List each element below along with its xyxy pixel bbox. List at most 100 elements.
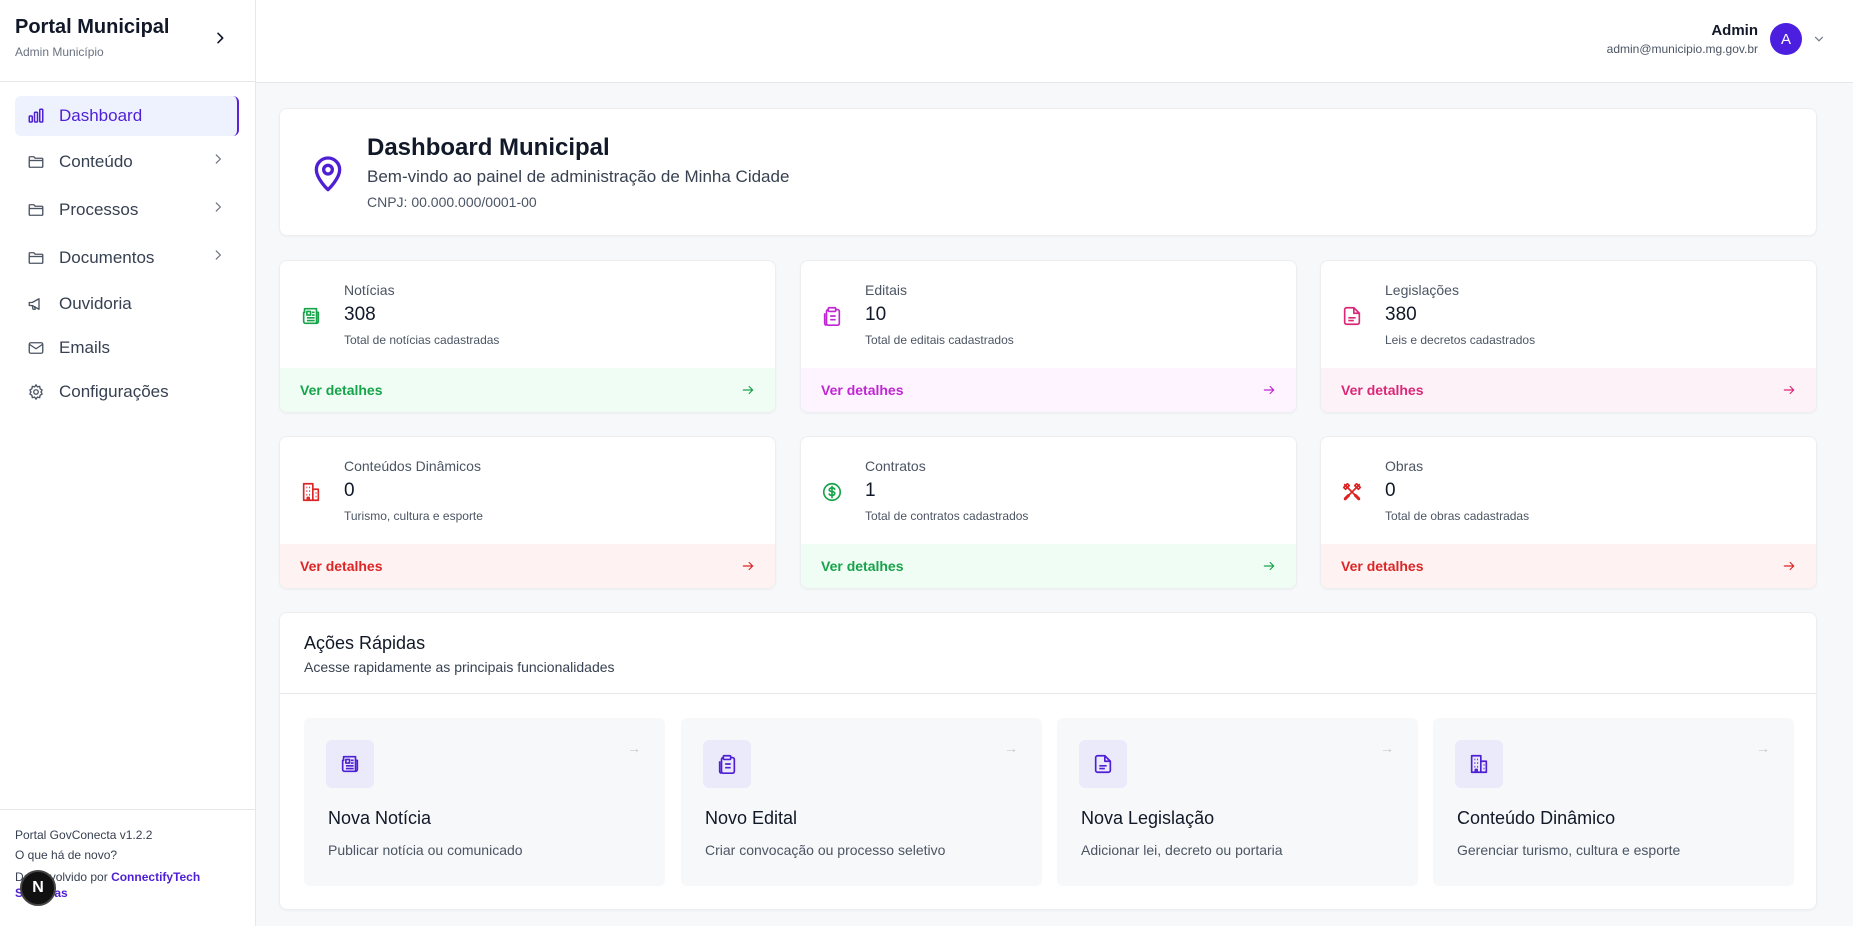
chevron-right-icon <box>215 202 222 212</box>
quick-action-description: Criar convocação ou processo seletivo <box>705 842 946 858</box>
stat-description: Total de editais cadastrados <box>865 333 1014 347</box>
quick-action-description: Adicionar lei, decreto ou portaria <box>1081 842 1283 858</box>
stat-description: Total de obras cadastradas <box>1385 509 1530 523</box>
arrow-right-icon <box>742 561 754 571</box>
user-info: Admin admin@municipio.mg.gov.br <box>1607 22 1758 56</box>
building-icon <box>302 482 320 502</box>
sidebar-item-label: Ouvidoria <box>59 294 132 313</box>
sidebar-footer-divider <box>0 809 256 810</box>
details-link[interactable]: Ver detalhes <box>801 368 1296 412</box>
stat-card-editais: Editais 10 Total de editais cadastrados … <box>800 260 1297 413</box>
quick-actions-card: Ações Rápidas Acesse rapidamente as prin… <box>279 612 1817 910</box>
sidebar-item-emails[interactable]: Emails <box>15 328 239 368</box>
stat-description: Leis e decretos cadastrados <box>1385 333 1536 347</box>
mail-icon <box>27 339 45 357</box>
details-link-label: Ver detalhes <box>1341 558 1424 574</box>
quick-action-nova-noticia[interactable]: → Nova Notícia Publicar notícia ou comun… <box>304 718 665 886</box>
sidebar-item-dashboard[interactable]: Dashboard <box>15 96 239 136</box>
sidebar: Portal Municipal Admin Município Dashboa… <box>0 0 256 926</box>
tools-icon <box>1342 482 1362 501</box>
quick-action-nova-legislacao[interactable]: → Nova Legislação Adicionar lei, decreto… <box>1057 718 1418 886</box>
arrow-right-icon <box>1783 561 1795 571</box>
newspaper-icon <box>326 740 374 788</box>
sidebar-nav: Dashboard Conteúdo Processos Documentos <box>15 96 239 416</box>
stat-card-obras: Obras 0 Total de obras cadastradas Ver d… <box>1320 436 1817 589</box>
quick-action-title: Novo Edital <box>705 808 798 828</box>
arrow-right-icon: → <box>627 740 641 756</box>
version-text: Portal GovConecta v1.2.2 <box>15 828 153 842</box>
file-icon <box>1079 740 1127 788</box>
sidebar-toggle-button[interactable] <box>208 26 232 50</box>
stat-label: Notícias <box>344 282 395 298</box>
whats-new-link[interactable]: O que há de novo? <box>15 848 118 862</box>
stat-card-legislacoes: Legislações 380 Leis e decretos cadastra… <box>1320 260 1817 413</box>
chevron-right-icon <box>215 154 222 164</box>
arrow-right-icon: → <box>1756 740 1770 756</box>
sidebar-item-documentos[interactable]: Documentos <box>15 236 239 280</box>
user-email: admin@municipio.mg.gov.br <box>1606 42 1758 56</box>
folder-icon <box>27 249 45 267</box>
sidebar-item-conteudo[interactable]: Conteúdo <box>15 140 239 184</box>
arrow-right-icon <box>1783 385 1795 395</box>
sidebar-item-ouvidoria[interactable]: Ouvidoria <box>15 284 239 324</box>
stat-label: Editais <box>865 282 908 298</box>
details-link-label: Ver detalhes <box>1341 382 1424 398</box>
arrow-right-icon: → <box>1380 740 1394 756</box>
stat-label: Legislações <box>1385 282 1459 298</box>
chevron-right-icon <box>217 32 224 44</box>
chevron-down-icon[interactable] <box>1812 32 1826 46</box>
stat-value: 10 <box>865 304 887 325</box>
arrow-right-icon: → <box>1004 740 1018 756</box>
arrow-right-icon <box>1263 561 1275 571</box>
n-badge-button[interactable]: N <box>20 870 56 906</box>
quick-action-conteudo-dinamico[interactable]: → Conteúdo Dinâmico Gerenciar turismo, c… <box>1433 718 1794 886</box>
sidebar-item-label: Conteúdo <box>59 152 133 171</box>
arrow-right-icon <box>1263 385 1275 395</box>
quick-actions-subtitle: Acesse rapidamente as principais funcion… <box>304 659 615 675</box>
details-link[interactable]: Ver detalhes <box>1321 544 1816 588</box>
quick-action-title: Nova Notícia <box>328 808 432 828</box>
stat-label: Obras <box>1385 458 1424 474</box>
stat-card-contratos: Contratos 1 Total de contratos cadastrad… <box>800 436 1297 589</box>
sidebar-item-label: Documentos <box>59 248 155 267</box>
stat-value: 380 <box>1385 304 1417 325</box>
quick-actions-divider <box>280 693 1816 694</box>
quick-action-description: Gerenciar turismo, cultura e esporte <box>1457 842 1681 858</box>
quick-action-title: Nova Legislação <box>1081 808 1215 828</box>
sidebar-divider <box>0 81 256 82</box>
dollar-circle-icon <box>822 482 842 502</box>
arrow-right-icon <box>742 385 754 395</box>
gear-icon <box>27 383 45 401</box>
stat-value: 0 <box>1385 480 1396 501</box>
user-menu[interactable]: Admin admin@municipio.mg.gov.br A <box>1607 22 1826 56</box>
details-link[interactable]: Ver detalhes <box>801 544 1296 588</box>
sidebar-item-label: Configurações <box>59 382 169 401</box>
bar-chart-icon <box>27 107 45 125</box>
sidebar-item-label: Emails <box>59 338 111 357</box>
quick-action-description: Publicar notícia ou comunicado <box>328 842 523 858</box>
details-link[interactable]: Ver detalhes <box>280 368 775 412</box>
clipboard-icon <box>703 740 751 788</box>
welcome-card: Dashboard Municipal Bem-vindo ao painel … <box>279 108 1817 236</box>
folder-icon <box>27 153 45 171</box>
stat-card-noticias: Notícias 308 Total de notícias cadastrad… <box>279 260 776 413</box>
page-subtitle: Bem-vindo ao painel de administração de … <box>367 167 790 186</box>
chevron-right-icon <box>215 250 222 260</box>
user-name: Admin <box>1711 22 1758 39</box>
details-link[interactable]: Ver detalhes <box>280 544 775 588</box>
sidebar-item-configuracoes[interactable]: Configurações <box>15 372 239 412</box>
avatar[interactable]: A <box>1770 23 1802 55</box>
quick-actions-title: Ações Rápidas <box>304 633 426 653</box>
stat-value: 308 <box>344 304 376 325</box>
stat-value: 0 <box>344 480 355 501</box>
quick-action-novo-edital[interactable]: → Novo Edital Criar convocação ou proces… <box>681 718 1042 886</box>
sidebar-item-processos[interactable]: Processos <box>15 188 239 232</box>
stat-card-conteudos-dinamicos: Conteúdos Dinâmicos 0 Turismo, cultura e… <box>279 436 776 589</box>
stat-label: Conteúdos Dinâmicos <box>344 458 481 474</box>
details-link[interactable]: Ver detalhes <box>1321 368 1816 412</box>
newspaper-icon <box>302 307 320 325</box>
details-link-label: Ver detalhes <box>300 558 383 574</box>
stat-value: 1 <box>865 480 876 501</box>
megaphone-icon <box>27 295 45 313</box>
brand: Portal Municipal Admin Município <box>15 16 169 59</box>
